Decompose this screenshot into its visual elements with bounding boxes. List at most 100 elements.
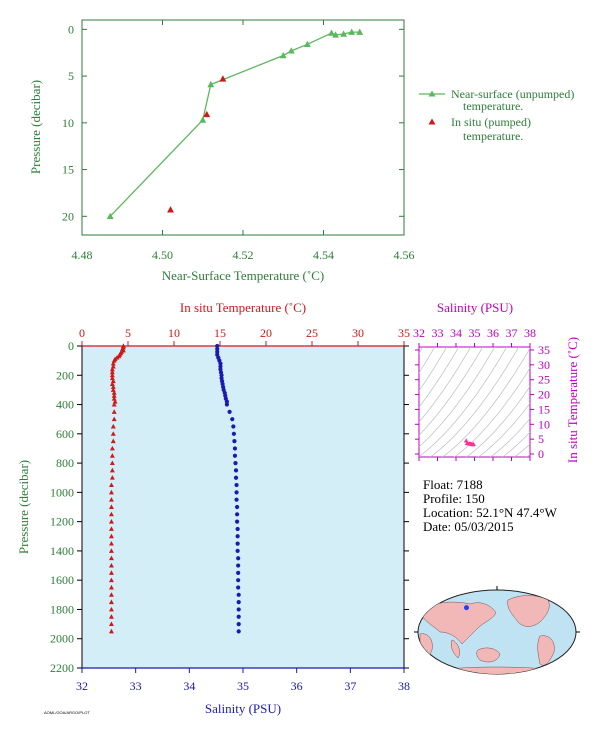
temperature-profile-point (108, 621, 114, 627)
salinity-profile-point (236, 592, 241, 597)
salinity-profile-point (234, 482, 239, 488)
temperature-profile-point (110, 384, 116, 389)
unpumped-temperature-point (279, 51, 287, 59)
density-contour-line (419, 347, 460, 408)
temperature-profile-point (109, 453, 115, 458)
legend-unpumped-line2: temperature. (463, 99, 523, 113)
salinity-axis-label: Salinity (PSU) (205, 701, 281, 716)
profile-chart: 0 5 10 15 20 25 30 35 32 33 34 35 36 37 38 0 200 400 600… (16, 300, 410, 716)
legend-unpumped-line1: Near-surface (unpumped) (451, 87, 574, 101)
pressure-axis-tick-label: 1200 (50, 515, 74, 529)
density-contour-line (595, 327, 601, 467)
profile-plot-area (81, 345, 405, 669)
ts-y-tick-label: 5 (538, 432, 544, 446)
salinity-profile-point (218, 361, 223, 366)
salinity-axis-tick-label: 36 (291, 679, 303, 693)
ts-x-tick-label: 32 (413, 326, 425, 340)
profile-y-axis-label: Pressure (decibar) (16, 460, 31, 554)
density-contours (419, 327, 601, 467)
density-contour-line (419, 347, 472, 423)
map-land-south-america (537, 635, 555, 666)
temperature-profile-point (108, 592, 114, 597)
salinity-profile-point (232, 453, 238, 458)
ts-x-tick-label: 36 (487, 326, 499, 340)
temperature-profile-point (108, 540, 114, 546)
ts-x-tick-label: 38 (524, 326, 536, 340)
temperature-profile-point (110, 438, 116, 444)
float-info: Float: 7188 Profile: 150 Location: 52.1°… (423, 477, 558, 534)
pressure-axis-tick-label: 600 (56, 427, 74, 441)
salinity-profile-point (233, 468, 239, 473)
pressure-axis-tick-label: 0 (68, 339, 74, 353)
salinity-profile-point (235, 541, 240, 546)
salinity-axis-tick-label: 32 (76, 679, 88, 693)
salinity-profile-point (234, 490, 239, 495)
near-surface-legend: Near-surface (unpumped) temperature. In … (419, 87, 574, 143)
unpumped-temperature-point (328, 29, 335, 36)
ts-y-tick-label: 0 (538, 447, 544, 461)
ts-x-tick-label: 33 (432, 326, 444, 340)
salinity-profile-point (215, 343, 220, 349)
pressure-axis-tick-label: 1600 (50, 573, 74, 587)
near-surface-y-tick-label: 10 (62, 116, 74, 130)
salinity-profile-point (236, 556, 241, 561)
temperature-profile-point (108, 606, 114, 612)
salinity-profile-point (236, 563, 241, 568)
temperature-profile-point (109, 366, 115, 372)
temperature-profile-point (109, 375, 115, 381)
unpumped-temperature-point (287, 47, 295, 54)
salinity-axis-tick-label: 33 (130, 679, 142, 693)
temperature-profile-point (111, 396, 117, 401)
ts-y-tick-label: 25 (538, 373, 550, 387)
legend-pumped-line1: In situ (pumped) (451, 115, 531, 129)
temperature-profile-point (110, 360, 116, 366)
temperature-axis-tick-label: 30 (352, 326, 364, 340)
near-surface-x-tick-label: 4.56 (394, 248, 415, 262)
salinity-profile-point (235, 534, 240, 539)
temperature-profile-point (108, 584, 114, 590)
salinity-profile-point (231, 424, 236, 429)
density-contour-line (419, 347, 448, 392)
salinity-profile-point (224, 402, 229, 407)
footer-code: AOML/GOA/ARGO/PLOT (44, 710, 90, 715)
temperature-profile-point (108, 628, 114, 634)
salinity-profile-point (233, 460, 238, 466)
unpumped-temperature-point (106, 212, 114, 220)
temperature-axis-tick-label: 35 (398, 326, 410, 340)
salinity-profile-point (230, 417, 235, 422)
near-surface-plot-area (81, 19, 405, 236)
temperature-profile-point (112, 399, 118, 404)
near-surface-y-tick-label: 20 (62, 209, 74, 223)
density-contour-line (477, 402, 530, 457)
ts-plot-area (418, 346, 531, 458)
salinity-profile-point (234, 504, 240, 510)
salinity-profile-point (235, 548, 240, 554)
salinity-profile-point (218, 364, 223, 369)
temperature-profile-point (108, 533, 114, 539)
salinity-profile-point (234, 497, 239, 502)
temperature-axis-tick-label: 0 (79, 326, 85, 340)
ts-y-tick-label: 30 (538, 358, 550, 372)
temperature-profile-point (111, 409, 117, 414)
temperature-axis-tick-label: 25 (306, 326, 318, 340)
pressure-axis-tick-label: 1800 (50, 602, 74, 616)
legend-marker-unpumped (428, 90, 436, 97)
near-surface-x-tick-label: 4.52 (233, 248, 254, 262)
near-surface-x-axis-label: Near-Surface Temperature (˚C) (162, 268, 324, 283)
ts-y-tick-label: 10 (538, 417, 550, 431)
temperature-profile-point (108, 548, 114, 553)
salinity-profile-point (234, 512, 240, 517)
ts-point (467, 441, 473, 446)
temperature-profile-point (108, 577, 114, 583)
temperature-profile-point (111, 393, 117, 398)
temperature-profile-point (108, 599, 114, 605)
temperature-profile-point (108, 614, 114, 619)
temperature-profile-point (108, 526, 114, 531)
temperature-profile-point (109, 369, 115, 375)
pressure-axis-tick-label: 2000 (50, 632, 74, 646)
pressure-axis-tick-label: 1000 (50, 485, 74, 499)
unpumped-temperature-point (356, 28, 364, 35)
map-land-north-america (507, 595, 550, 627)
near-surface-temperature-chart: 4.48 4.50 4.52 4.54 4.56 0 5 10 15 20 Near-Surfa… (28, 19, 574, 283)
temperature-profile-point (109, 445, 115, 451)
